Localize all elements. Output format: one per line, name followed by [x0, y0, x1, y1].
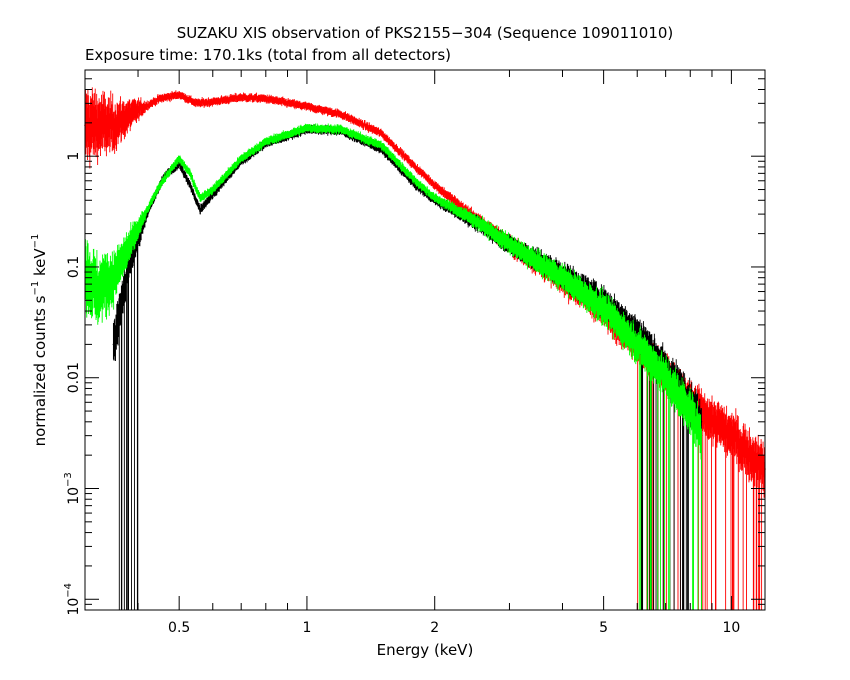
series-2-point-14 — [414, 179, 417, 182]
series-1-point-6 — [199, 208, 201, 211]
series-1-point-1 — [127, 266, 130, 268]
x-tick-label-1: 1 — [302, 620, 311, 636]
y-tick-label-2: 0.01 — [66, 362, 82, 393]
series-1-point-5 — [189, 184, 191, 186]
y-tick-label-4: 10−4 — [63, 583, 82, 616]
x-tick-label-0: 0.5 — [168, 620, 190, 636]
series-2-point-19 — [602, 307, 605, 310]
series-2-point-9 — [240, 157, 242, 160]
series-layer — [84, 85, 766, 610]
series-2-point-3 — [137, 228, 139, 230]
series-2 — [84, 123, 703, 610]
series-0-point-2 — [137, 109, 139, 112]
ticks-layer: 0.5 1 2 5 10 1 0.1 0.01 10−3 10−4 — [63, 69, 765, 636]
plot-frame — [84, 69, 766, 611]
series-2-point-22 — [689, 410, 692, 412]
series-2-point-18 — [561, 276, 564, 279]
series-0-point-13 — [433, 184, 436, 186]
series-0-point-21 — [730, 434, 733, 437]
series-2-point-4 — [158, 184, 161, 186]
series-2-point-5 — [178, 157, 180, 160]
series-2-errorbars — [84, 123, 702, 610]
series-2-point-2 — [112, 276, 115, 279]
series-0-point-7 — [240, 96, 242, 99]
y-axis-title: normalized counts s−1 keV−1 — [30, 234, 49, 447]
y-tick-label-1: 0.1 — [66, 256, 82, 278]
series-0-point-4 — [178, 93, 180, 96]
series-2-point-17 — [508, 243, 511, 246]
series-0-point-5 — [195, 102, 198, 105]
series-2-point-12 — [339, 128, 342, 131]
series-2-point-11 — [306, 127, 308, 129]
chart-title: SUZAKU XIS observation of PKS2155−304 (S… — [177, 24, 674, 42]
series-2-point-21 — [664, 376, 667, 379]
series-2-point-15 — [433, 197, 436, 199]
series-2-point-8 — [211, 188, 214, 191]
x-axis-title: Energy (keV) — [377, 641, 474, 659]
series-2-point-10 — [265, 140, 267, 143]
series-0-point-9 — [306, 105, 308, 108]
series-0-point-6 — [211, 100, 214, 103]
series-0-point-3 — [158, 97, 161, 100]
series-2-point-7 — [199, 197, 201, 199]
series-0-point-12 — [414, 166, 417, 168]
series-2-point-1 — [96, 290, 98, 293]
series-2-point-16 — [475, 220, 477, 222]
series-0-point-11 — [380, 132, 383, 135]
series-0-point-1 — [112, 124, 115, 127]
series-2-point-20 — [636, 343, 639, 346]
y-tick-label-3: 10−3 — [63, 472, 82, 505]
series-0-point-8 — [265, 97, 267, 100]
y-axis-title-exp2: −1 — [30, 234, 41, 249]
series-2-point-13 — [380, 144, 383, 147]
x-tick-label-4: 10 — [722, 620, 740, 636]
series-2-point-6 — [189, 172, 191, 175]
x-tick-label-3: 5 — [599, 620, 608, 636]
series-1-point-22 — [700, 421, 703, 423]
series-2-point-23 — [700, 434, 703, 437]
y-axis-title-base: normalized counts s — [31, 295, 49, 446]
chart-subtitle: Exposure time: 170.1ks (total from all d… — [85, 46, 451, 64]
y-tick-label-0: 1 — [66, 152, 82, 161]
series-1-point-0 — [112, 343, 115, 346]
series-0-point-10 — [339, 113, 342, 115]
y-axis-title-mid: keV — [31, 248, 49, 281]
series-1-point-4 — [178, 163, 180, 165]
x-tick-label-2: 2 — [430, 620, 439, 636]
y-axis-title-exp1: −1 — [30, 281, 41, 296]
